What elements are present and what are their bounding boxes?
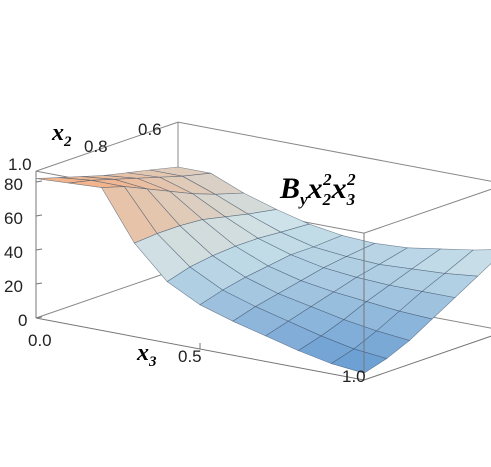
x2-axis-label-sub: 2 — [63, 134, 72, 150]
surface-mesh — [35, 166, 491, 374]
expr-sub-y: y — [298, 190, 308, 209]
z-tick-20: 20 — [4, 277, 23, 296]
x3-axis-label-base: x — [136, 340, 149, 366]
x3-tick-0.5: 0.5 — [178, 347, 202, 366]
expr-x3-sup: 2 — [346, 170, 356, 189]
z-tick-80: 80 — [4, 175, 23, 194]
z-tick-mark-60 — [35, 214, 43, 217]
box-edge-back-top — [177, 121, 491, 182]
x3-axis-label: x3 — [136, 340, 157, 370]
x2-axis-label: x2 — [51, 120, 72, 150]
plot-box-front — [35, 171, 491, 381]
z-tick-60: 60 — [4, 209, 23, 228]
z-tick-mark-0 — [35, 316, 43, 319]
box-edge-left-bottom — [35, 268, 179, 319]
x3-axis-label-sub: 3 — [148, 354, 157, 370]
expr-x2-sub: 2 — [322, 190, 332, 209]
box-edge-right-bottom — [363, 335, 491, 381]
expr-x3: x — [331, 172, 347, 205]
box-edge-left-top — [35, 121, 179, 172]
surface-quad-0-9 — [330, 348, 388, 374]
box-edge-right-top — [363, 188, 491, 234]
x2-tick-1.0: 1.0 — [8, 155, 32, 174]
expr-x2: x — [307, 172, 323, 205]
z-tick-mark-80 — [35, 180, 43, 183]
expr-x3-sub: 3 — [346, 190, 356, 209]
expr-B: B — [279, 172, 300, 205]
x2-tick-0.8: 0.8 — [84, 137, 108, 156]
expr-x2-sup: 2 — [322, 170, 332, 189]
x2-axis-label-base: x — [51, 120, 64, 146]
expression-annotation: Byx22x32 — [279, 170, 356, 209]
z-tick-mark-40 — [35, 248, 43, 251]
x3-tick-1.0: 1.0 — [342, 367, 366, 386]
x3-tick-0.0: 0.0 — [28, 331, 52, 350]
x2-tick-0.6: 0.6 — [138, 120, 162, 139]
z-tick-40: 40 — [4, 243, 23, 262]
z-tick-0: 0 — [18, 311, 27, 330]
z-tick-mark-20 — [35, 282, 43, 285]
